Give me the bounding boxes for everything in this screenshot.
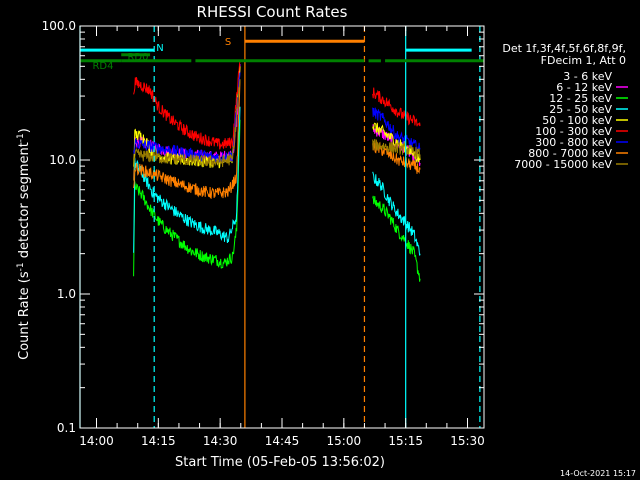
flag-label-rd4: RD4	[92, 61, 113, 72]
y-tick-label-3: 100.0	[42, 19, 76, 33]
y-tick-label-2: 10.0	[49, 153, 76, 167]
x-tick-label-6: 15:30	[450, 434, 485, 448]
legend-label-3: 25 - 50 keV	[549, 103, 612, 116]
chart-title: RHESSI Count Rates	[197, 3, 348, 21]
y-axis-label: Count Rate (s-1 detector segment-1)	[16, 128, 32, 360]
legend: Det 1f,3f,4f,5f,6f,8f,9f,FDecim 1, Att 0…	[502, 42, 628, 171]
x-tick-label-1: 14:15	[141, 434, 176, 448]
flag-label-rd0: RD0	[127, 52, 148, 63]
series-3	[133, 106, 421, 256]
legend-label-2: 12 - 25 keV	[549, 92, 612, 105]
legend-label-8: 7000 - 15000 keV	[514, 158, 612, 171]
axes-layer: 0.1 1.0 10.0 100.0 14:00 14:15 14:30 14:45 15:00…	[42, 19, 485, 448]
legend-label-0: 3 - 6 keV	[563, 70, 612, 83]
series-5-segment-1	[372, 87, 421, 127]
series-3-segment-1	[372, 171, 421, 256]
series-2-segment-1	[372, 195, 421, 282]
flag-label-s: S	[225, 37, 231, 48]
series-8	[133, 79, 421, 181]
series-layer	[133, 60, 421, 295]
y-tick-label-0: 0.1	[57, 421, 76, 435]
footer-date: 14-Oct-2021 15:17	[560, 469, 636, 478]
y-axis-label-part: -1	[16, 262, 26, 271]
series-0-segment-1	[372, 149, 421, 295]
series-5	[133, 60, 421, 150]
series-6	[133, 72, 421, 164]
x-tick-label-5: 15:15	[388, 434, 423, 448]
series-8-segment-1	[372, 138, 421, 160]
series-7	[133, 79, 421, 200]
x-tick-label-3: 14:45	[265, 434, 300, 448]
y-axis-label-part: )	[17, 128, 32, 133]
legend-header-0: Det 1f,3f,4f,5f,6f,8f,9f,	[502, 42, 626, 55]
y-axis-label-part: Count Rate (s	[17, 271, 32, 360]
legend-label-4: 50 - 100 keV	[542, 114, 612, 127]
legend-label-5: 100 - 300 keV	[535, 125, 612, 138]
y-axis-label-part: detector segment	[17, 142, 32, 262]
flag-label-n: N	[156, 43, 163, 54]
x-axis-label: Start Time (05-Feb-05 13:56:02)	[175, 455, 385, 470]
series-8-segment-0	[133, 79, 241, 181]
x-tick-label-4: 15:00	[327, 434, 362, 448]
series-2	[133, 119, 421, 282]
series-6-segment-1	[372, 107, 421, 155]
legend-header-1: FDecim 1, Att 0	[541, 54, 626, 67]
y-tick-label-1: 1.0	[57, 287, 76, 301]
y-axis-label-part: -1	[16, 133, 26, 142]
legend-label-7: 800 - 7000 keV	[528, 147, 612, 160]
series-0	[133, 60, 421, 295]
x-tick-label-0: 14:00	[79, 434, 114, 448]
x-tick-label-2: 14:30	[203, 434, 238, 448]
series-3-segment-0	[133, 106, 241, 253]
legend-label-6: 300 - 800 keV	[535, 136, 612, 149]
series-2-segment-0	[133, 119, 241, 277]
series-6-segment-0	[133, 72, 241, 164]
series-7-segment-0	[133, 79, 241, 200]
series-5-segment-0	[133, 60, 241, 150]
legend-label-1: 6 - 12 keV	[556, 81, 612, 94]
